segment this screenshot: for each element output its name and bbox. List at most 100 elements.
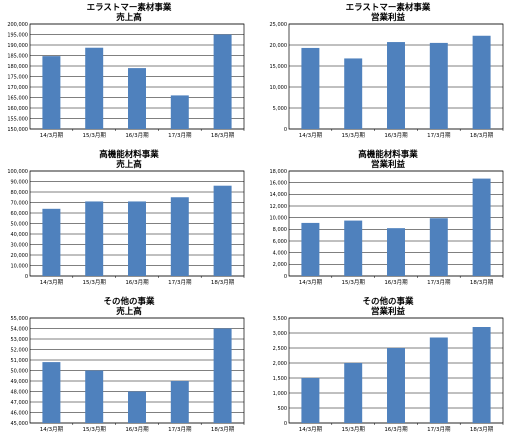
y-tick-label: 15,000 <box>270 64 288 70</box>
y-tick-label: 10,000 <box>270 85 288 91</box>
y-tick-label: 200,000 <box>7 22 28 28</box>
x-tick-label: 18/3月期 <box>470 426 494 433</box>
bar-chart-other-sales: 45,000 46,000 47,000 48,000 49,000 50,000 51,0… <box>11 316 245 433</box>
bar <box>344 58 363 129</box>
x-tick-label: 15/3月期 <box>342 426 366 433</box>
y-tick-label: 170,000 <box>7 85 28 91</box>
chart-title: 高機能材料事業 <box>99 150 159 160</box>
y-tick-label: 0 <box>284 274 287 280</box>
chart-title: エラストマー素材事業 <box>345 3 431 13</box>
chart-title: その他の事業 <box>103 297 155 307</box>
y-tick-label: 80,000 <box>11 190 29 196</box>
bar <box>301 47 320 129</box>
bar <box>42 208 61 276</box>
y-tick-label: 55,000 <box>11 316 29 322</box>
x-tick-label: 16/3月期 <box>384 132 408 139</box>
y-tick-label: 3,000 <box>273 331 287 337</box>
bar-chart-elastomer-profit: 0 5,000 10,000 15,000 20,000 25,000 14/3月期 15/3… <box>270 22 504 139</box>
x-tick-label: 17/3月期 <box>168 426 192 433</box>
bar <box>344 220 363 276</box>
x-tick-label: 15/3月期 <box>342 132 366 139</box>
bar <box>213 34 232 129</box>
bar <box>85 370 104 423</box>
x-tick-label: 15/3月期 <box>83 279 107 286</box>
bar <box>472 327 491 423</box>
y-tick-label: 53,000 <box>11 337 29 343</box>
y-tick-label: 60,000 <box>11 211 29 217</box>
bar <box>429 218 448 276</box>
x-tick-label: 18/3月期 <box>470 279 494 286</box>
bar <box>472 35 491 130</box>
y-tick-label: 100,000 <box>7 169 28 175</box>
bar <box>42 56 61 129</box>
x-tick-label: 15/3月期 <box>83 426 107 433</box>
bar <box>170 197 189 276</box>
y-tick-label: 90,000 <box>11 179 29 185</box>
bar <box>42 362 61 423</box>
x-tick-label: 17/3月期 <box>427 279 451 286</box>
chart-subtitle: 売上高 <box>116 13 142 23</box>
bar <box>429 337 448 423</box>
x-tick-label: 17/3月期 <box>168 279 192 286</box>
y-tick-label: 54,000 <box>11 326 29 332</box>
x-tick-label: 17/3月期 <box>427 426 451 433</box>
y-tick-label: 30,000 <box>11 242 29 248</box>
bar <box>301 378 320 423</box>
y-tick-label: 70,000 <box>11 200 29 206</box>
chart-panel-elastomer-sales: エラストマー素材事業 売上高 150,000 155,000 160,000 165,… <box>0 0 258 147</box>
y-tick-label: 25,000 <box>270 22 288 28</box>
x-tick-label: 17/3月期 <box>168 132 192 139</box>
chart-panel-functional-profit: 高機能材料事業 営業利益 0 2,000 4,000 6,000 8,000 10,000… <box>259 147 517 294</box>
x-tick-label: 16/3月期 <box>125 132 149 139</box>
x-tick-label: 18/3月期 <box>211 426 235 433</box>
bar-chart-functional-profit: 0 2,000 4,000 6,000 8,000 10,000 12,000 14,000 1… <box>270 169 504 286</box>
chart-title: その他の事業 <box>362 297 414 307</box>
bar <box>213 328 232 423</box>
x-tick-label: 16/3月期 <box>384 279 408 286</box>
y-tick-label: 0 <box>284 127 287 133</box>
y-tick-label: 1,000 <box>273 391 287 397</box>
bar <box>429 42 448 129</box>
x-tick-label: 18/3月期 <box>470 132 494 139</box>
y-tick-label: 10,000 <box>270 215 288 221</box>
bar <box>85 201 104 276</box>
bar <box>301 222 320 276</box>
y-tick-label: 0 <box>25 274 28 280</box>
y-tick-label: 46,000 <box>11 410 29 416</box>
y-tick-label: 195,000 <box>7 32 28 38</box>
x-tick-label: 16/3月期 <box>125 279 149 286</box>
bar-chart-functional-sales: 0 10,000 20,000 30,000 40,000 50,000 60,000 70,… <box>7 169 245 286</box>
bar <box>387 42 405 130</box>
x-tick-label: 18/3月期 <box>211 279 235 286</box>
x-tick-label: 18/3月期 <box>211 132 235 139</box>
y-tick-label: 185,000 <box>7 53 28 59</box>
chart-subtitle: 売上高 <box>116 307 142 317</box>
y-tick-label: 155,000 <box>7 116 28 122</box>
x-tick-label: 17/3月期 <box>427 132 451 139</box>
y-tick-label: 18,000 <box>270 169 288 175</box>
y-tick-label: 0 <box>284 421 287 427</box>
bar-chart-elastomer-sales: 150,000 155,000 160,000 165,000 170,000 175,0… <box>7 22 245 139</box>
y-tick-label: 51,000 <box>11 358 29 364</box>
y-tick-label: 2,500 <box>273 346 287 352</box>
bar <box>387 348 405 423</box>
bar <box>472 178 491 276</box>
y-tick-label: 45,000 <box>11 421 29 427</box>
bar <box>213 185 232 276</box>
bar <box>128 391 146 423</box>
y-tick-label: 8,000 <box>273 227 287 233</box>
y-tick-label: 6,000 <box>273 239 287 245</box>
bar <box>128 201 146 276</box>
x-tick-label: 16/3月期 <box>125 426 149 433</box>
y-tick-label: 20,000 <box>11 253 29 259</box>
x-tick-label: 14/3月期 <box>40 132 64 139</box>
y-tick-label: 190,000 <box>7 43 28 49</box>
chart-title: 高機能材料事業 <box>358 150 418 160</box>
y-tick-label: 50,000 <box>11 368 29 374</box>
bar <box>170 381 189 423</box>
bar <box>85 47 104 130</box>
y-tick-label: 165,000 <box>7 95 28 101</box>
y-tick-label: 5,000 <box>273 106 287 112</box>
y-tick-label: 180,000 <box>7 64 28 70</box>
